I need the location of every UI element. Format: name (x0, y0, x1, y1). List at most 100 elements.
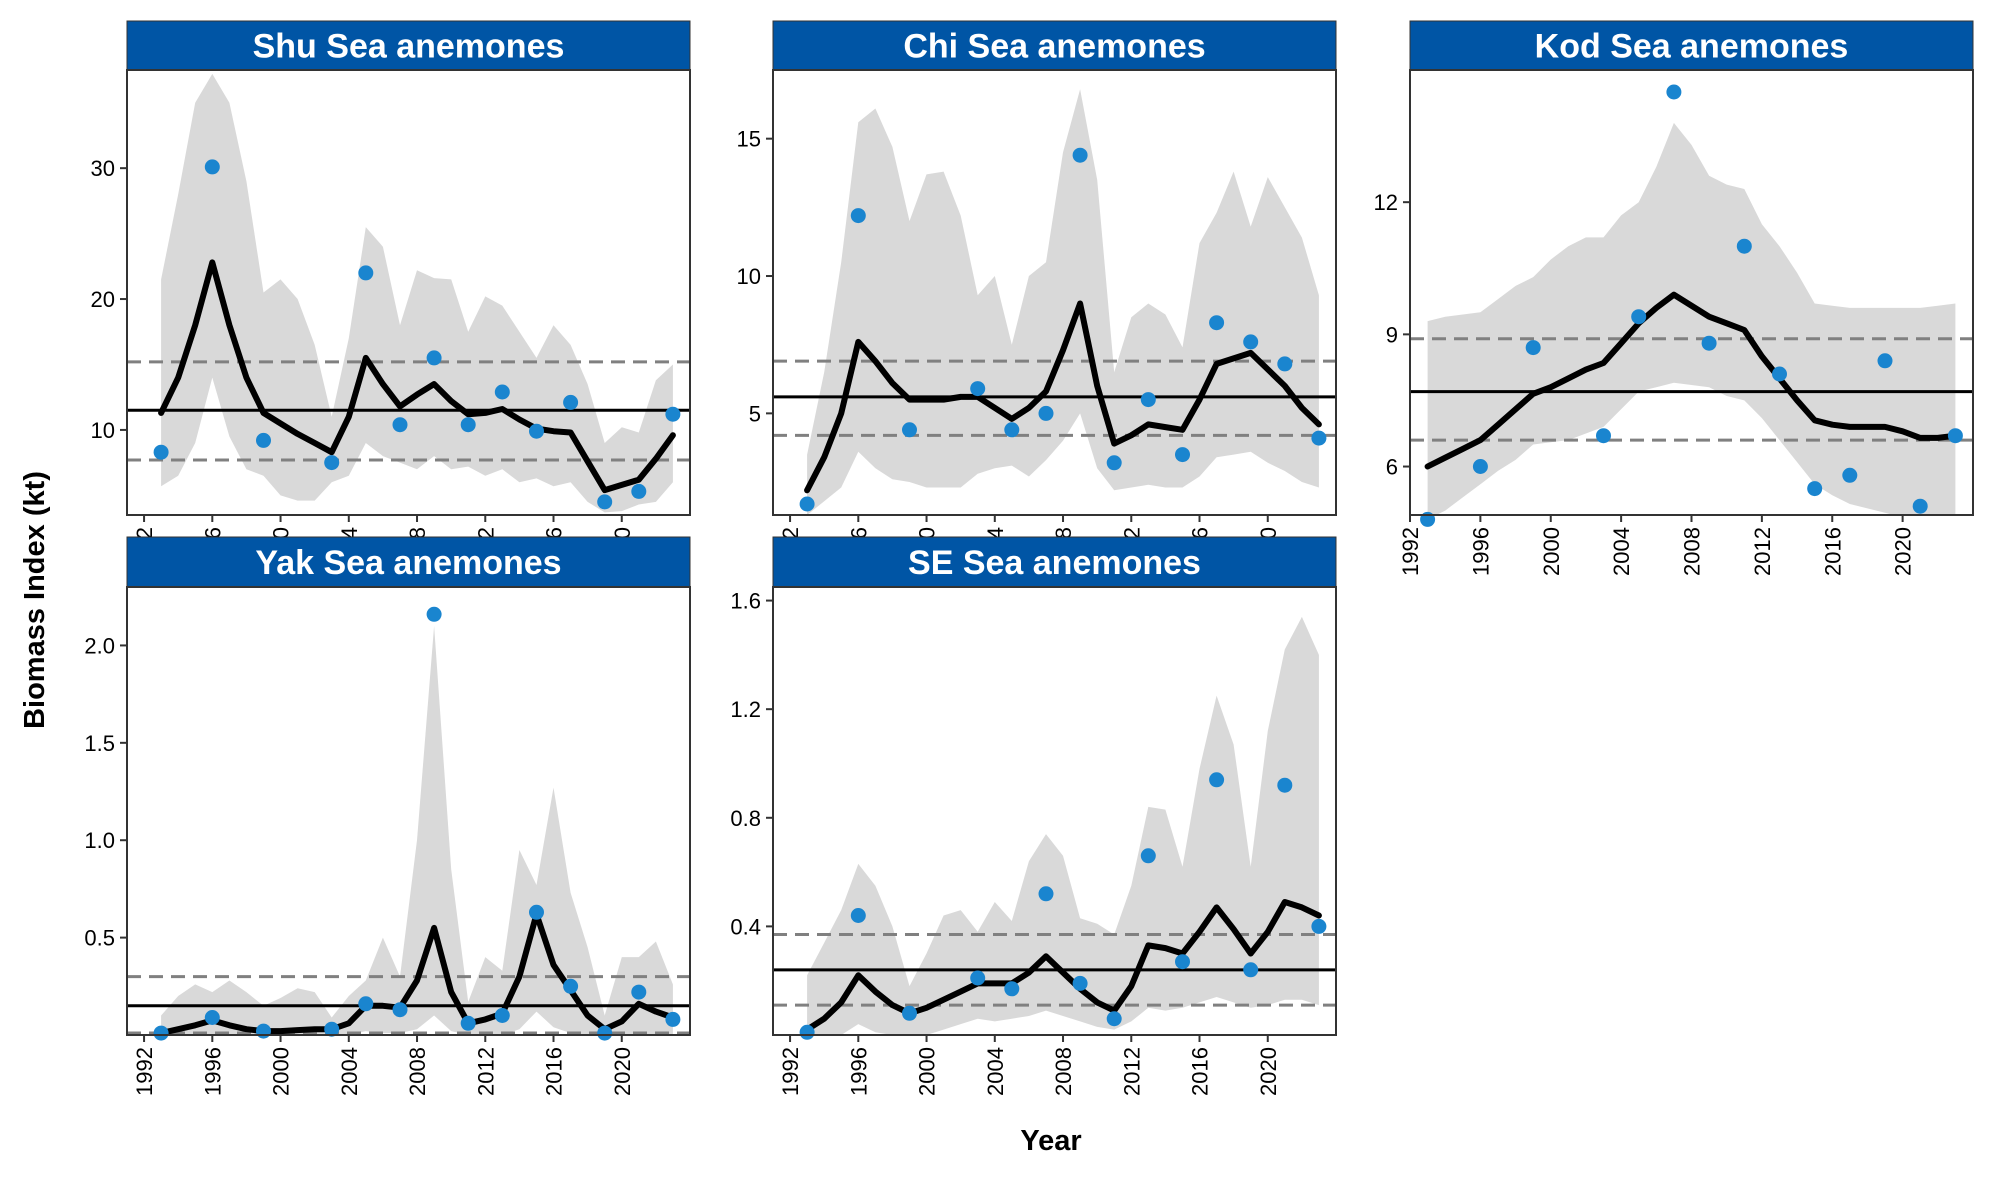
data-point (358, 996, 374, 1012)
x-tick-label: 2004 (337, 1047, 362, 1096)
data-point (256, 1023, 271, 1039)
data-point (1175, 447, 1190, 463)
x-tick-label: 2020 (1256, 1047, 1281, 1096)
data-point (1004, 422, 1020, 438)
data-point (597, 1025, 613, 1041)
x-tick-label: 2012 (1750, 527, 1775, 576)
data-point (529, 904, 544, 920)
panel-title: Chi Sea anemones (903, 28, 1205, 66)
data-point (1209, 772, 1225, 788)
data-point (204, 1010, 220, 1025)
panel-plot-layer (1410, 122, 1973, 515)
data-point (1106, 455, 1122, 471)
data-point (1140, 848, 1156, 864)
data-point (1772, 366, 1787, 382)
panel-strip (1409, 20, 1974, 71)
data-point (1243, 334, 1259, 350)
confidence-ribbon (1427, 122, 1956, 515)
panel-title: Kod Sea anemones (1535, 28, 1849, 66)
data-point (1525, 340, 1541, 356)
data-point (324, 1021, 340, 1037)
data-point (902, 422, 917, 438)
y-tick-label: 10 (91, 418, 115, 443)
panel-strip (126, 536, 691, 588)
data-point (631, 483, 647, 499)
data-point (1038, 886, 1054, 902)
data-point (1209, 315, 1225, 331)
y-tick-label: 1.5 (84, 731, 115, 756)
panel-border (126, 586, 691, 1036)
data-point (799, 1024, 815, 1040)
x-tick-label: 1992 (778, 1047, 803, 1096)
confidence-ribbon (807, 89, 1319, 515)
x-tick-label: 2004 (983, 1047, 1008, 1096)
trend-line (158, 259, 676, 494)
data-point (1038, 405, 1054, 421)
data-point (902, 1005, 917, 1021)
data-point (1072, 147, 1088, 163)
x-tick-label: 1996 (1468, 527, 1493, 576)
panel-border (772, 586, 1337, 1036)
data-point (460, 417, 476, 433)
y-tick-label: 0.8 (730, 806, 761, 831)
y-tick-label: 1.2 (730, 697, 761, 722)
data-point (1311, 430, 1327, 446)
trend-line (158, 911, 676, 1035)
confidence-ribbon (807, 616, 1319, 1035)
data-point (392, 1002, 408, 1018)
data-point (1666, 84, 1682, 100)
data-point (799, 496, 815, 512)
data-point (1175, 954, 1190, 970)
panel-title: Shu Sea anemones (253, 28, 565, 66)
data-point (1631, 309, 1647, 325)
panel-2: Chi Sea anemones510151992199620002004200… (737, 20, 1337, 576)
x-tick-label: 2004 (1609, 527, 1634, 576)
trend-line (804, 300, 1322, 494)
data-point (850, 208, 866, 224)
y-tick-label: 0.5 (84, 926, 115, 951)
data-point (256, 432, 271, 448)
x-tick-label: 2016 (1188, 1047, 1213, 1096)
panel-5: SE Sea anemones 0.4 0.8 1.2 1.6 1992 1996 2000 2… (730, 536, 1337, 1096)
data-point (460, 1015, 476, 1031)
panel-3: Kod Sea anemones 6 9 12 1992 1996 2000 2004 2008… (1374, 20, 1974, 576)
y-tick-label: 6 (1386, 455, 1398, 480)
panel-1: Shu Sea anemones102030199219962000200420… (91, 20, 691, 576)
y-tick-label: 20 (91, 287, 115, 312)
data-point (1140, 392, 1156, 408)
data-point (631, 984, 647, 1000)
data-point (153, 444, 169, 460)
data-point (1243, 962, 1259, 978)
data-point (1701, 335, 1717, 351)
panel-4: Yak Sea anemones 0.5 1.0 1.5 2.0 1992 1996 2000… (84, 536, 691, 1096)
data-point (494, 384, 510, 400)
x-tick-label: 2016 (542, 1047, 567, 1096)
data-point (529, 423, 544, 439)
y-tick-label: 30 (91, 156, 115, 181)
data-point (597, 494, 613, 510)
data-point (1877, 353, 1893, 369)
y-tick-label: 1.6 (730, 589, 761, 614)
data-point (494, 1008, 510, 1023)
x-tick-label: 1996 (846, 1047, 871, 1096)
data-point (1947, 428, 1963, 444)
data-point (1004, 981, 1020, 997)
data-point (1736, 238, 1752, 254)
x-tick-label: 2016 (1820, 527, 1845, 576)
data-point (392, 417, 408, 433)
panel-title: SE Sea anemones (908, 544, 1201, 582)
panel-strip (772, 20, 1337, 71)
x-tick-label: 1996 (200, 1047, 225, 1096)
panel-plot-layer (773, 89, 1336, 515)
panel-strip (126, 20, 691, 71)
y-tick-label: 1.0 (84, 828, 115, 853)
x-tick-label: 2012 (1119, 1047, 1144, 1096)
data-point (970, 381, 986, 397)
y-tick-label: 2.0 (84, 633, 115, 658)
data-point (1807, 481, 1823, 497)
data-point (1311, 918, 1327, 934)
trend-line (804, 899, 1322, 1033)
x-tick-label: 2008 (1051, 1047, 1076, 1096)
data-point (563, 394, 579, 410)
